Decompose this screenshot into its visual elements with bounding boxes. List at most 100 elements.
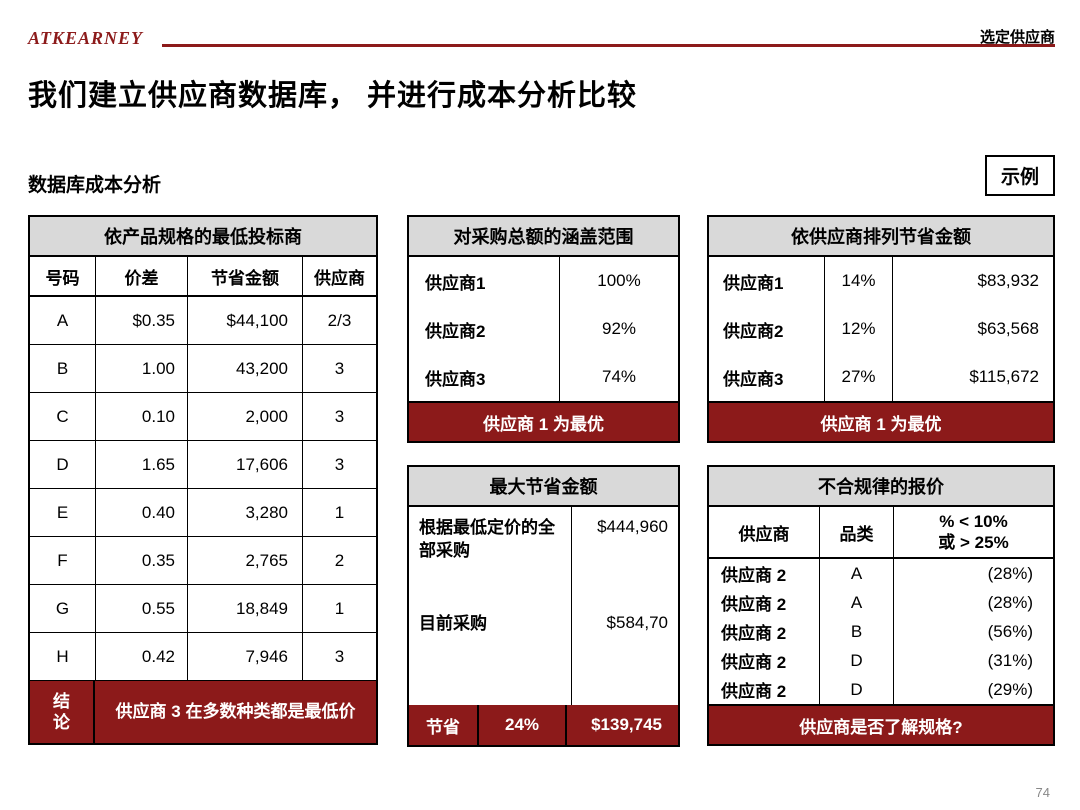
table-row: 供应商 2 D (29%) [709, 675, 1053, 704]
savings-labels-column: 根据最低定价的全部采购 目前采购 [409, 507, 571, 705]
cell-price-gap: 0.55 [95, 585, 187, 632]
slide-title: 我们建立供应商数据库， 并进行成本分析比较 [28, 80, 638, 112]
cell-item-code: A [56, 310, 69, 330]
savings-summary-label: 节省 [409, 705, 479, 745]
cell-item-code: F [57, 550, 68, 570]
savings-label: 根据最低定价的全部采购 [419, 518, 555, 560]
cell-supplier: 3 [302, 393, 376, 440]
cell-item-code: H [56, 646, 69, 666]
table-header-row: 号码 价差 节省金额 供应商 [30, 257, 376, 297]
cell-item-code: C [56, 406, 69, 426]
irregular-quotes-table-title: 不合规律的报价 [709, 467, 1053, 507]
cell-savings: 18,849 [187, 585, 302, 632]
cell-supplier: 供应商 2 [721, 624, 787, 643]
cell-supplier: 供应商 2 [721, 682, 787, 701]
savings-summary-percent: 24% [479, 705, 567, 745]
conclusion-text: 供应商 3 在多数种类都是最低价 [115, 701, 356, 721]
cell-supplier: 供应商2 [425, 321, 486, 341]
cell-percent: 12% [824, 305, 892, 353]
cell-supplier: 供应商 2 [721, 653, 787, 672]
cell-percent: 14% [824, 257, 892, 305]
header-divider-line [162, 44, 1055, 47]
cell-savings: 3,280 [187, 489, 302, 536]
max-savings-body: 根据最低定价的全部采购 目前采购 $444,960 $584,70 [409, 507, 678, 705]
savings-value: $444,960 [597, 517, 668, 536]
page-number: 74 [1035, 785, 1050, 800]
cell-item-code: D [56, 454, 69, 474]
cell-category: D [819, 675, 893, 704]
cell-category: A [819, 588, 893, 617]
header-section-label: 选定供应商 [979, 29, 1055, 46]
cell-deviation: (56%) [893, 617, 1053, 646]
cell-deviation: (28%) [893, 559, 1053, 588]
coverage-table-title: 对采购总额的涵盖范围 [409, 217, 678, 257]
table-row: 供应商3 74% [409, 353, 678, 401]
cell-deviation: (29%) [893, 675, 1053, 704]
cell-supplier: 3 [302, 633, 376, 680]
irregular-quotes-conclusion: 供应商是否了解规格? [709, 704, 1053, 744]
supplier-savings-table-title: 依供应商排列节省金额 [709, 217, 1053, 257]
cell-supplier: 3 [302, 441, 376, 488]
cell-supplier: 供应商1 [723, 273, 784, 293]
cell-price-gap: 1.00 [95, 345, 187, 392]
cell-savings: 17,606 [187, 441, 302, 488]
column-header: 节省金额 [187, 257, 302, 295]
example-badge: 示例 [984, 155, 1055, 196]
table-row: 供应商 2 B (56%) [709, 617, 1053, 646]
cell-supplier: 供应商 2 [721, 566, 787, 585]
cell-supplier: 2/3 [302, 297, 376, 344]
cell-supplier: 2 [302, 537, 376, 584]
conclusion-row: 结论 供应商 3 在多数种类都是最低价 [30, 681, 376, 743]
cell-coverage: 92% [559, 305, 678, 353]
cell-item-code: E [56, 502, 69, 522]
supplier-savings-conclusion: 供应商 1 为最优 [709, 401, 1053, 441]
table-header-row: 供应商 品类 % < 10% 或 > 25% [709, 507, 1053, 559]
cell-coverage: 74% [559, 353, 678, 401]
coverage-table: 对采购总额的涵盖范围 供应商1 100% 供应商2 92% 供应商3 74% 供… [407, 215, 680, 443]
table-row: 供应商1 100% [409, 257, 678, 305]
cell-supplier: 供应商 2 [721, 595, 787, 614]
lowest-bidder-table: 依产品规格的最低投标商 号码 价差 节省金额 供应商 A $0.35 $44,1… [28, 215, 378, 745]
cell-price-gap: 1.65 [95, 441, 187, 488]
cell-supplier: 供应商1 [425, 273, 486, 293]
table-row: G 0.55 18,849 1 [30, 585, 376, 633]
savings-value: $584,70 [606, 613, 668, 632]
savings-label: 目前采购 [419, 614, 487, 633]
table-row: A $0.35 $44,100 2/3 [30, 297, 376, 345]
cell-price-gap: 0.40 [95, 489, 187, 536]
cell-deviation: (28%) [893, 588, 1053, 617]
table-row: B 1.00 43,200 3 [30, 345, 376, 393]
savings-summary-row: 节省 24% $139,745 [409, 705, 678, 745]
max-savings-table: 最大节省金额 根据最低定价的全部采购 目前采购 $444,960 $584,70… [407, 465, 680, 747]
cell-category: D [819, 646, 893, 675]
supplier-savings-table: 依供应商排列节省金额 供应商1 14% $83,932 供应商2 12% $63… [707, 215, 1055, 443]
column-header: 供应商 [738, 524, 790, 544]
cell-amount: $83,932 [892, 257, 1053, 305]
table-row: H 0.42 7,946 3 [30, 633, 376, 681]
column-header: 号码 [45, 268, 80, 288]
cell-amount: $115,672 [892, 353, 1053, 401]
cell-price-gap: 0.35 [95, 537, 187, 584]
cell-savings: 2,000 [187, 393, 302, 440]
cell-item-code: G [55, 598, 70, 618]
cell-supplier: 1 [302, 585, 376, 632]
table-row: 供应商3 27% $115,672 [709, 353, 1053, 401]
table-row: E 0.40 3,280 1 [30, 489, 376, 537]
cell-savings: 7,946 [187, 633, 302, 680]
irregular-quotes-table: 不合规律的报价 供应商 品类 % < 10% 或 > 25% 供应商 2 A (… [707, 465, 1055, 746]
coverage-conclusion: 供应商 1 为最优 [409, 401, 678, 441]
conclusion-label: 结论 [30, 681, 95, 743]
savings-summary-amount: $139,745 [591, 715, 662, 734]
column-header: 品类 [819, 507, 893, 557]
cell-deviation: (31%) [893, 646, 1053, 675]
cell-coverage: 100% [559, 257, 678, 305]
cell-category: A [819, 559, 893, 588]
cell-supplier: 3 [302, 345, 376, 392]
table-row: 供应商 2 A (28%) [709, 559, 1053, 588]
cell-item-code: B [56, 358, 69, 378]
cell-amount: $63,568 [892, 305, 1053, 353]
cell-savings: 2,765 [187, 537, 302, 584]
cell-supplier: 供应商2 [723, 321, 784, 341]
table-row: F 0.35 2,765 2 [30, 537, 376, 585]
cell-category: B [819, 617, 893, 646]
